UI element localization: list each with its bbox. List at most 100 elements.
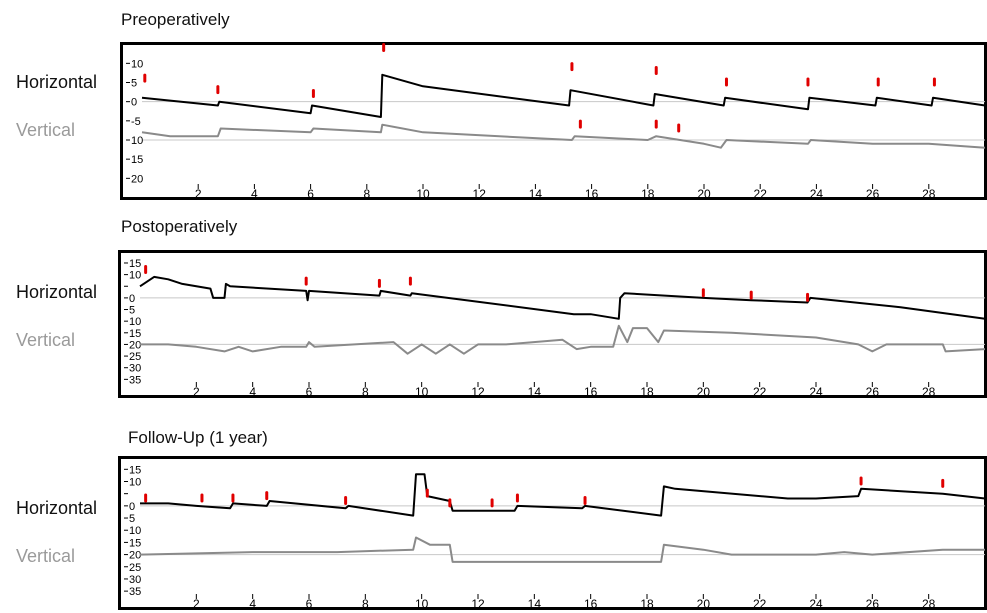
x-tick-label: 16 — [584, 597, 598, 610]
row-label-vertical: Vertical — [16, 330, 75, 351]
x-tick-label: 26 — [866, 385, 880, 398]
y-tick-label: 0 — [129, 293, 135, 305]
event-marker — [378, 279, 381, 288]
y-tick-label: 10 — [129, 525, 141, 537]
event-marker — [448, 498, 451, 507]
row-label-vertical: Vertical — [16, 546, 75, 567]
x-tick-label: 28 — [922, 385, 936, 398]
x-tick-label: 28 — [922, 187, 936, 200]
y-tick-label: 30 — [129, 574, 141, 586]
y-tick-label: 15 — [129, 328, 141, 340]
x-tick-label: 16 — [584, 385, 598, 398]
event-marker — [806, 78, 809, 87]
y-tick-label: 25 — [129, 351, 141, 363]
y-tick-label: 10 — [129, 270, 141, 282]
x-tick-label: 26 — [866, 597, 880, 610]
event-marker — [344, 496, 347, 505]
x-tick-label: 24 — [809, 597, 823, 610]
event-marker — [806, 293, 809, 302]
y-tick-label: 15 — [129, 258, 141, 270]
row-label-vertical: Vertical — [16, 120, 75, 141]
event-marker — [579, 120, 582, 129]
chart-frame — [122, 44, 986, 199]
x-tick-label: 24 — [810, 187, 824, 200]
event-marker — [941, 479, 944, 488]
chart-frame — [120, 458, 986, 609]
y-tick-label: 20 — [129, 550, 141, 562]
row-label-horizontal: Horizontal — [16, 282, 97, 303]
x-tick-label: 12 — [473, 187, 487, 200]
event-marker — [144, 494, 147, 503]
event-marker — [877, 78, 880, 87]
panel-title-postoperative: Postoperatively — [121, 217, 237, 237]
y-tick-label: 5 — [129, 305, 135, 317]
x-tick-label: 14 — [528, 597, 542, 610]
y-tick-label: 25 — [129, 562, 141, 574]
x-tick-label: 2 — [193, 597, 200, 610]
x-tick-label: 20 — [697, 597, 711, 610]
event-marker — [516, 494, 519, 503]
x-tick-label: 6 — [306, 385, 313, 398]
event-marker — [570, 62, 573, 71]
x-tick-label: 18 — [640, 385, 654, 398]
y-tick-label: 15 — [129, 464, 141, 476]
event-marker — [144, 265, 147, 274]
x-tick-label: 22 — [754, 187, 768, 200]
y-tick-label: 0 — [131, 97, 137, 109]
x-tick-label: 16 — [585, 187, 599, 200]
event-marker — [409, 277, 412, 286]
x-tick-label: 6 — [307, 187, 314, 200]
y-tick-label: 15 — [131, 154, 143, 166]
y-tick-label: 35 — [129, 374, 141, 386]
event-marker — [750, 291, 753, 300]
x-tick-label: 14 — [529, 187, 543, 200]
x-tick-label: 18 — [640, 597, 654, 610]
event-marker — [584, 496, 587, 505]
y-tick-label: 30 — [129, 363, 141, 375]
event-marker — [216, 85, 219, 94]
y-tick-label: 10 — [131, 58, 143, 70]
event-marker — [382, 43, 385, 52]
event-marker — [426, 489, 429, 498]
event-marker — [491, 498, 494, 507]
x-tick-label: 28 — [922, 597, 936, 610]
row-label-horizontal: Horizontal — [16, 72, 97, 93]
event-marker — [860, 476, 863, 485]
x-tick-label: 6 — [306, 597, 313, 610]
x-tick-label: 4 — [249, 385, 256, 398]
x-tick-label: 4 — [249, 597, 256, 610]
x-tick-label: 24 — [809, 385, 823, 398]
event-marker — [933, 78, 936, 87]
x-tick-label: 8 — [363, 187, 370, 200]
event-marker — [312, 89, 315, 98]
x-tick-label: 10 — [416, 187, 430, 200]
row-label-horizontal: Horizontal — [16, 498, 97, 519]
y-tick-label: 35 — [129, 586, 141, 598]
y-tick-label: 10 — [129, 316, 141, 328]
x-tick-label: 14 — [528, 385, 542, 398]
x-tick-label: 22 — [753, 597, 767, 610]
y-tick-label: 10 — [129, 476, 141, 488]
panel-title-follow-up: Follow-Up (1 year) — [128, 428, 268, 448]
y-tick-label: 10 — [131, 135, 143, 147]
x-tick-label: 2 — [195, 187, 202, 200]
x-tick-label: 10 — [415, 597, 429, 610]
y-tick-label: 15 — [129, 537, 141, 549]
x-tick-label: 22 — [753, 385, 767, 398]
event-marker — [200, 494, 203, 503]
y-tick-label: 20 — [131, 173, 143, 185]
event-marker — [655, 66, 658, 75]
panel-title-preoperative: Preoperatively — [121, 10, 230, 30]
x-tick-label: 2 — [193, 385, 200, 398]
event-marker — [655, 120, 658, 129]
x-tick-label: 20 — [697, 385, 711, 398]
event-marker — [677, 124, 680, 133]
x-tick-label: 8 — [362, 385, 369, 398]
x-tick-label: 12 — [471, 597, 485, 610]
event-marker — [231, 494, 234, 503]
y-tick-label: 5 — [131, 78, 137, 90]
chart-frame — [120, 252, 986, 397]
y-tick-label: -5 — [131, 116, 141, 128]
